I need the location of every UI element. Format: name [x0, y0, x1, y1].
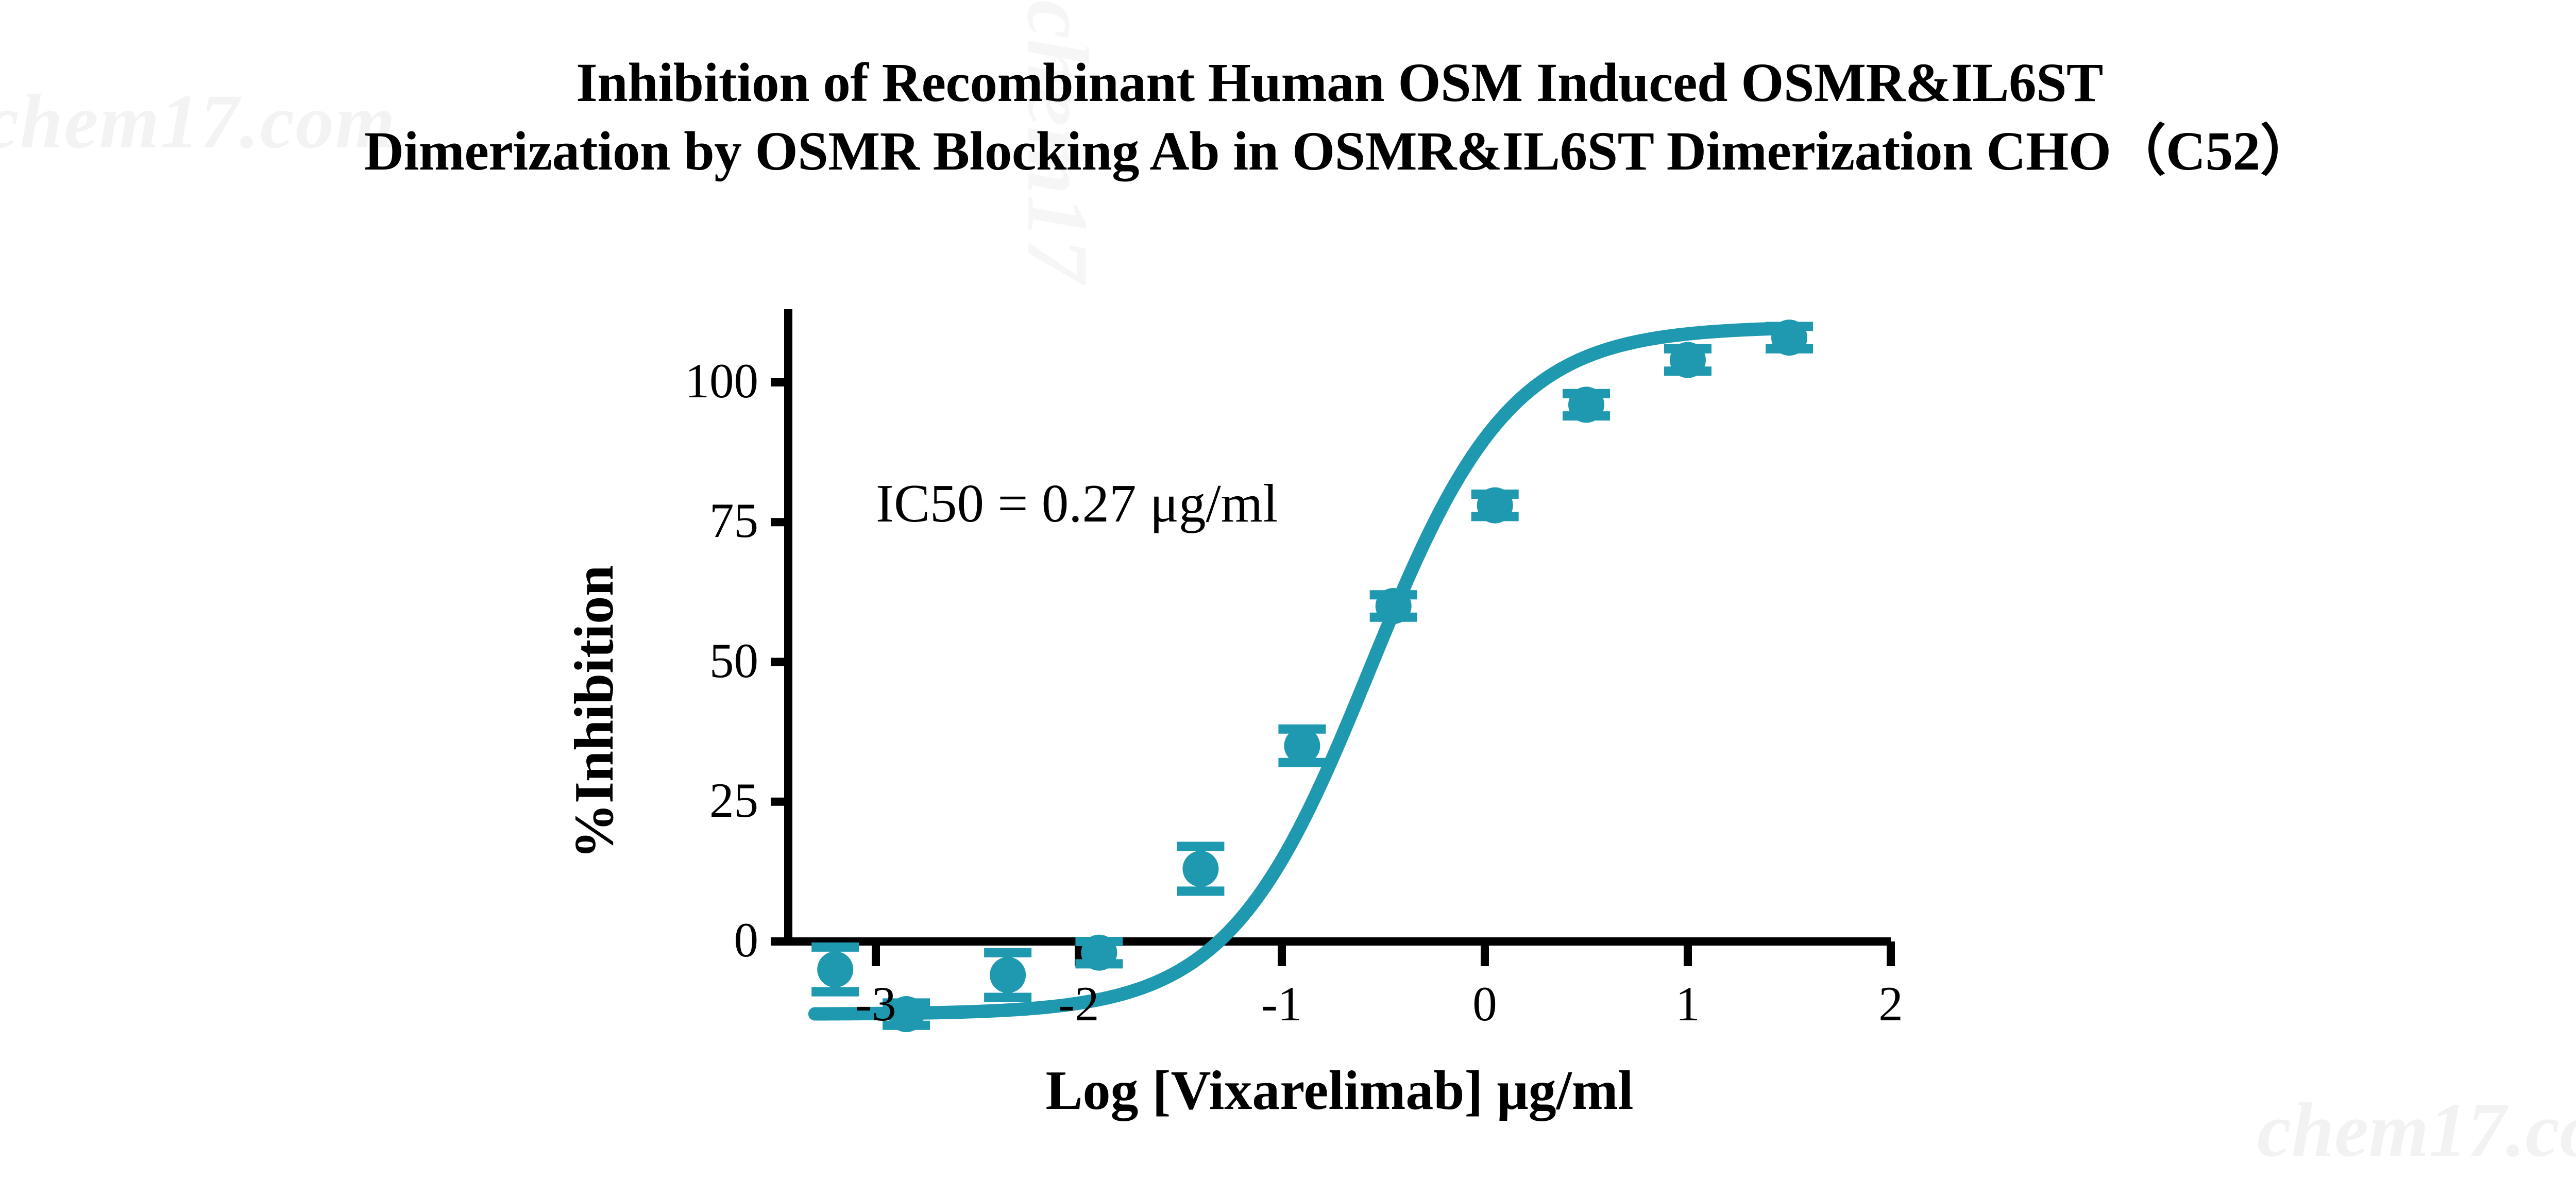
fit-curve	[808, 321, 1796, 1021]
y-tick-label-75: 75	[709, 493, 758, 548]
y-axis-title: %Inhibition	[564, 565, 625, 859]
x-tick-label-2: 2	[1878, 977, 1903, 1031]
x-axis-title: Log [Vixarelimab] μg/ml	[1045, 1060, 1634, 1121]
x-tick-label-0: 0	[1472, 977, 1497, 1031]
data-point[interactable]	[1670, 342, 1706, 378]
y-tick-label-0: 0	[734, 913, 759, 967]
y-tick-label-100: 100	[685, 354, 759, 408]
figure-title: Inhibition of Recombinant Human OSM Indu…	[0, 49, 2576, 186]
figure-title-line-1: Inhibition of Recombinant Human OSM Indu…	[576, 53, 2103, 113]
data-point[interactable]	[1375, 588, 1412, 624]
data-point[interactable]	[1081, 934, 1117, 971]
data-point[interactable]	[1284, 728, 1320, 764]
y-tick-label-50: 50	[709, 633, 758, 688]
figure-title-line-2: Dimerization by OSMR Blocking Ab in OSMR…	[364, 121, 2315, 182]
x-tick-label-1: 1	[1675, 977, 1700, 1031]
chart-axes	[771, 309, 1895, 966]
ic50-annotation: IC50 = 0.27 μg/ml	[876, 473, 1278, 533]
y-tick-label-25: 25	[709, 772, 758, 828]
x-tick-label-neg2: -2	[1058, 977, 1099, 1031]
x-tick-label-neg1: -1	[1261, 977, 1302, 1031]
error-bars	[811, 322, 1813, 1030]
data-point[interactable]	[1568, 386, 1604, 423]
data-point[interactable]	[1771, 319, 1807, 356]
data-point[interactable]	[990, 957, 1026, 994]
data-point[interactable]	[817, 951, 854, 988]
data-point[interactable]	[1477, 487, 1513, 524]
data-point[interactable]	[888, 996, 925, 1033]
data-point[interactable]	[1182, 850, 1219, 887]
x-tick-label-neg3: -3	[855, 977, 896, 1031]
data-point-markers[interactable]	[817, 319, 1807, 1033]
